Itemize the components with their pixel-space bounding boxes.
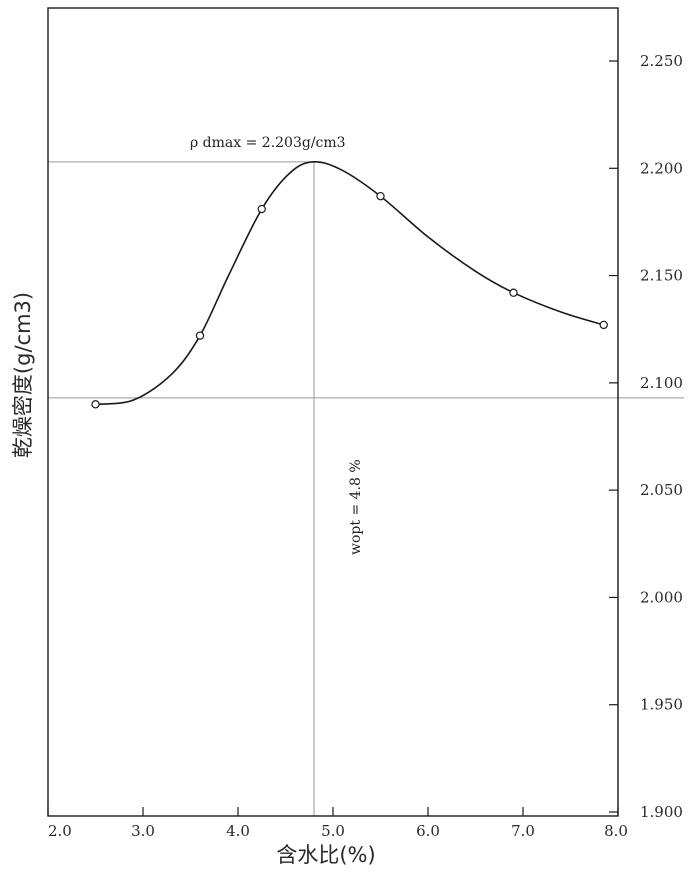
data-point [599,320,608,330]
rho-dmax-annotation: ρ dmax = 2.203g/cm3 [190,135,346,151]
wopt-annotation: wopt = 4.8 % [348,459,364,555]
y-tick-label: 2.200 [640,159,683,177]
y-axis-label: 乾燥密度(g/cm3) [11,292,35,458]
x-axis-label: 含水比(%) [276,843,375,867]
data-points-layer [91,191,608,409]
plot-frame [47,7,619,817]
x-tick-label: 8.0 [604,822,628,840]
x-tick-label: 4.0 [226,822,250,840]
y-tick-label: 1.950 [640,696,683,714]
y-tick-label: 2.000 [640,588,683,606]
x-tick-label: 7.0 [511,822,535,840]
y-tick-label: 1.900 [640,803,683,821]
reference-lines-layer [48,161,684,816]
x-tick-label: 2.0 [48,822,72,840]
y-tick-label: 2.050 [640,481,683,499]
data-point [91,400,100,409]
x-tick-label: 5.0 [321,822,345,840]
data-point [195,331,205,340]
data-point [257,204,266,214]
data-point [509,288,518,297]
compaction-curve [95,160,605,406]
x-tick-label: 3.0 [131,822,155,840]
y-tick-label: 2.250 [640,52,683,70]
y-tick-label: 2.100 [640,374,683,392]
tick-layer: 2.0 3.0 4.0 5.0 6.0 7.0 8.0 1.900 1.950 2.000 2.05… [47,52,683,840]
y-tick-label: 2.150 [640,267,683,285]
data-point [376,191,385,201]
x-tick-label: 6.0 [416,822,440,840]
